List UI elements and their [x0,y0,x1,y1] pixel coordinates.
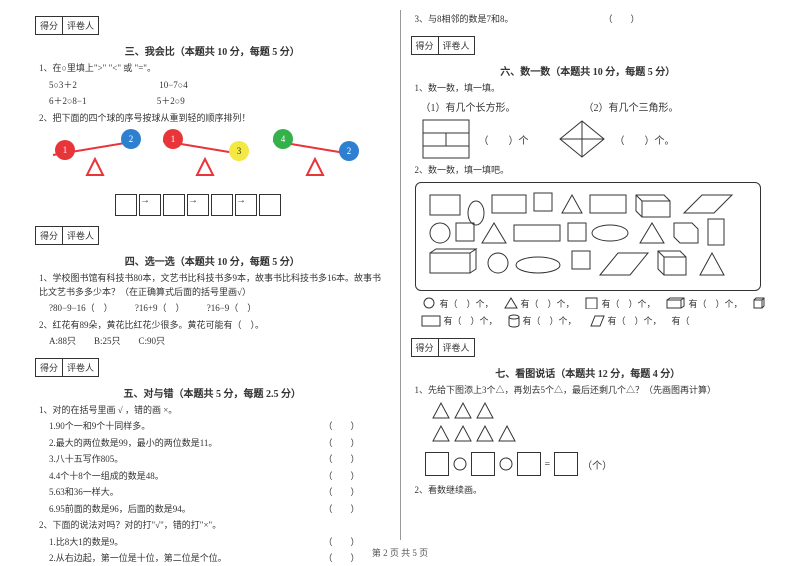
right-top: 3、与8相邻的数是7和8。 （ ） [415,13,766,27]
s6-q2: 2、数一数，填一填吧。 [415,164,766,178]
s6-answers-1: 有（ ）个， 有（ ）个， 有（ ）个， 有（ ）个， [421,297,766,310]
score-label: 得分 [36,17,63,34]
score-label: 得分 [36,359,63,376]
section-7-title: 七、看图说话（本题共 12 分，每题 4 分） [411,365,766,380]
triangle-row-1 [425,400,766,423]
svg-text:2: 2 [129,134,134,144]
score-box-4: 得分 评卷人 [35,226,99,245]
grader-label: 评卷人 [63,227,98,244]
circle-op-icon [453,457,467,471]
equation-row: = （个） [425,452,766,476]
right-column: 3、与8相邻的数是7和8。 （ ） 得分 评卷人 六、数一数（本题共 10 分，… [401,10,776,540]
svg-text:1: 1 [171,134,176,144]
s6-answers-2: 有（ ）个， 有（ ）个， 有（ ）个， 有（ [421,314,766,328]
s6-q1b-ans: （ ）个。 [615,132,675,147]
s4-q2-opts: A:88只 B:25只 C:90只 [49,335,390,349]
unit-label: （个） [582,457,612,472]
s5-q1f: 6.95前面的数是96，后面的数是94。（ ） [49,503,390,517]
s6-q1a-label: （1）有几个长方形。 [421,99,516,114]
score-label: 得分 [412,37,439,54]
rect-icon [421,315,441,327]
s7-q1: 1、先给下图添上3个△，再划去5个△，最后还剩几个△？（先画图再计算） [415,384,766,398]
s6-q1: 1、数一数，填一填。 [415,82,766,96]
svg-text:2: 2 [347,146,352,156]
s5-q1b: 2.最大的两位数是99，最小的两位数是11。（ ） [49,437,390,451]
s5-q1c: 3.八十五写作805。（ ） [49,453,390,467]
circle-op-icon [499,457,513,471]
score-box-5: 得分 评卷人 [35,358,99,377]
s3-q2: 2、把下面的四个球的序号按球从重到轻的顺序排列！ [39,112,390,126]
square-icon [585,297,599,309]
parallelogram-icon [587,315,605,327]
triangle-row-2 [425,423,766,446]
s7-q2: 2、看数继续画。 [415,484,766,498]
svg-text:4: 4 [281,134,286,144]
s4-q1c: ?16−9（ ） [207,303,257,313]
svg-text:1: 1 [63,145,68,155]
grader-label: 评卷人 [439,339,474,356]
s3-q1: 1、在○里填上">" "<" 或 "="。 [39,62,390,76]
s6-shapes: （ ）个 （ ）个。 [421,118,766,160]
rect-grid-icon [421,118,471,160]
section-3-title: 三、我会比（本题共 10 分，每题 5 分） [35,43,390,58]
grader-label: 评卷人 [439,37,474,54]
score-label: 得分 [412,339,439,356]
s6-q1a-ans: （ ）个 [479,132,529,147]
triangle-icon [504,297,518,309]
s4-q1b: ?16+9（ ） [135,303,185,313]
s4-q1-opts: ?80−9−16（ ） ?16+9（ ） ?16−9（ ） [49,302,390,316]
section-4-title: 四、选一选（本题共 10 分，每题 5 分） [35,253,390,268]
diamond-icon [557,118,607,160]
s4-q1a: ?80−9−16（ ） [49,303,113,313]
s3-q1-row1: 5○3＋2 10−7○4 [49,79,390,93]
s6-q1-row: （1）有几个长方形。 （2）有几个三角形。 [421,99,766,114]
score-box: 得分 评卷人 [35,16,99,35]
s5-q2: 2、下面的说法对吗？对的打"√"，错的打"×"。 [39,519,390,533]
left-column: 得分 评卷人 三、我会比（本题共 10 分，每题 5 分） 1、在○里填上">"… [25,10,401,540]
cuboid-icon [666,297,686,309]
s5-q1a: 1.90个一和9个十同样多。（ ） [49,420,390,434]
s5-q1: 1、对的在括号里画 √ ，错的画 ×。 [39,404,390,418]
svg-text:3: 3 [237,146,242,156]
score-box-7: 得分 评卷人 [411,338,475,357]
section-5-title: 五、对与错（本题共 5 分，每题 2.5 分） [35,385,390,400]
s5-q1e: 5.63和36一样大。（ ） [49,486,390,500]
s6-partial: 有（ [672,314,690,327]
seesaw-diagram: 1 2 1 3 4 2 [35,129,390,188]
s3-q1a: 5○3＋2 [49,80,77,90]
s5-q1d: 4.4个十8个一组成的数是48。（ ） [49,470,390,484]
s4-q2: 2、红花有89朵，黄花比红花少很多。黄花可能有（ ）。 [39,319,390,333]
page-footer: 第 2 页 共 5 页 [0,546,800,559]
s4-q1: 1、学校图书馆有科技书80本，文艺书比科技书多9本，故事书比科技书多16本。故事… [39,272,390,299]
grader-label: 评卷人 [63,359,98,376]
s6-q1b-label: （2）有几个三角形。 [584,99,679,114]
s3-q1b: 10−7○4 [159,80,188,90]
cylinder-icon [508,314,520,328]
order-boxes: →→→ [115,194,390,216]
s3-q1d: 5＋2○9 [157,96,185,106]
grader-label: 评卷人 [63,17,98,34]
s3-q1c: 6＋2○8−1 [49,96,87,106]
cube-icon [753,297,765,309]
section-6-title: 六、数一数（本题共 10 分，每题 5 分） [411,63,766,78]
shapes-collection [415,182,762,291]
circle-icon [421,297,437,309]
s3-q1-row2: 6＋2○8−1 5＋2○9 [49,95,390,109]
score-label: 得分 [36,227,63,244]
score-box-6: 得分 评卷人 [411,36,475,55]
